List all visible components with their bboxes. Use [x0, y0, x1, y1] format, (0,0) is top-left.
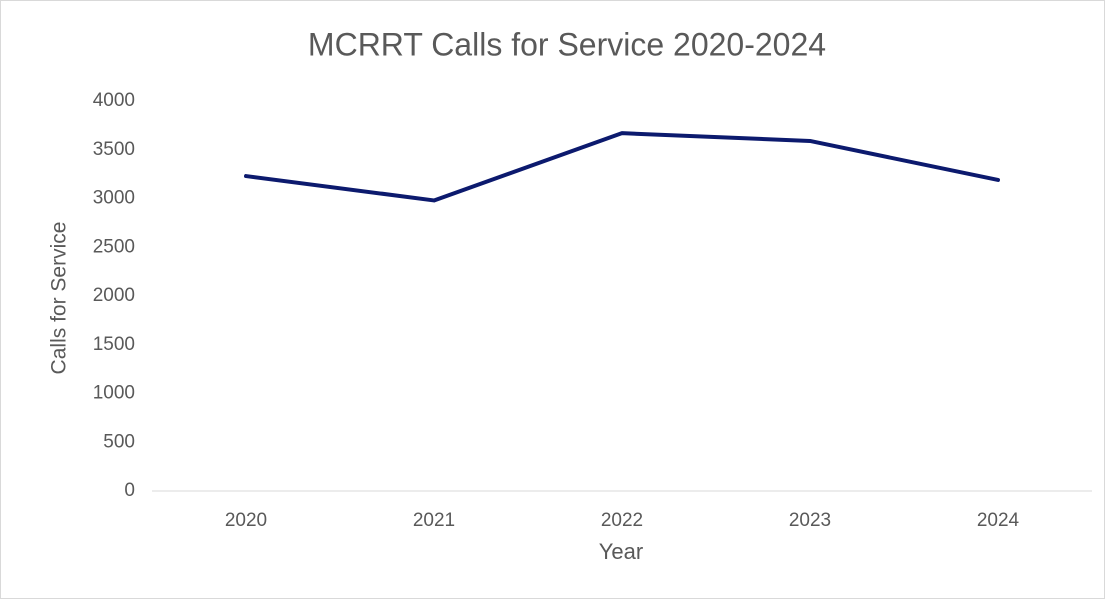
- y-tick-label: 2000: [93, 285, 135, 306]
- x-tick-label: 2020: [225, 510, 267, 531]
- x-tick-label: 2022: [601, 510, 643, 531]
- x-tick-label: 2024: [977, 510, 1020, 531]
- y-tick-label: 3500: [93, 139, 135, 160]
- y-axis-label: Calls for Service: [48, 222, 71, 375]
- x-tick-label: 2023: [789, 510, 831, 531]
- y-tick-label: 1000: [93, 383, 135, 404]
- x-tick-label: 2021: [413, 510, 455, 531]
- y-tick-label: 4000: [93, 90, 135, 111]
- y-tick-label: 2500: [93, 236, 135, 257]
- data-line: [244, 131, 1000, 203]
- chart-title: MCRRT Calls for Service 2020-2024: [308, 26, 826, 62]
- y-tick-label: 0: [124, 480, 135, 501]
- y-tick-label: 1500: [93, 334, 135, 355]
- y-tick-label: 500: [103, 431, 135, 452]
- x-axis-label: Year: [599, 539, 643, 564]
- y-tick-label: 3000: [93, 188, 135, 209]
